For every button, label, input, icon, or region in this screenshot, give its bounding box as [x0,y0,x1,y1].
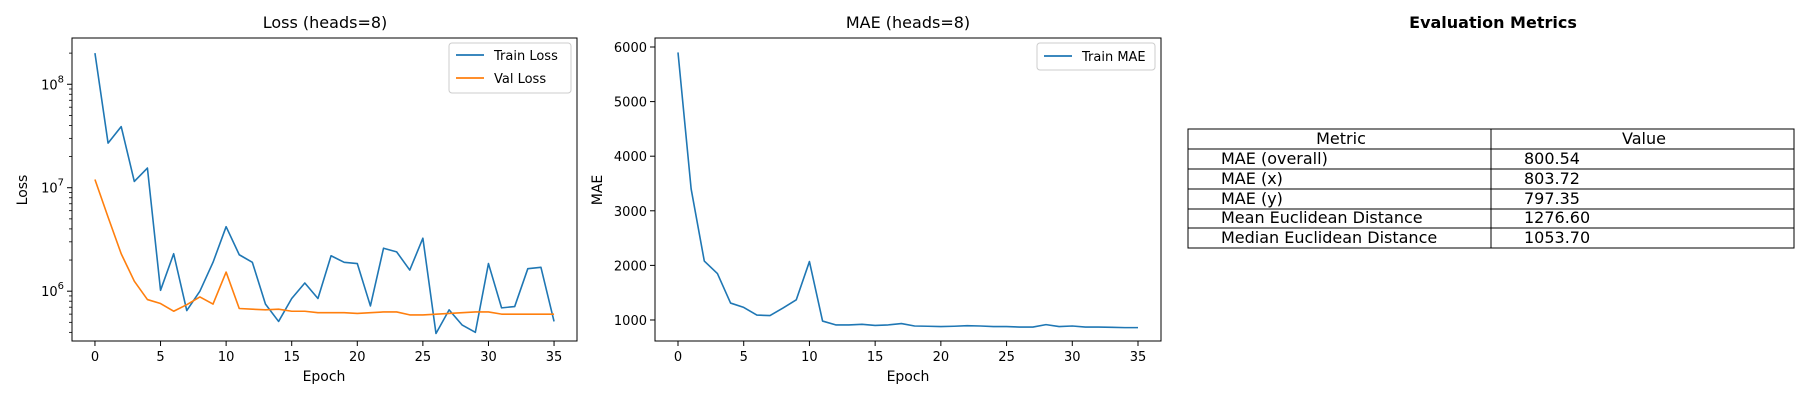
loss-y-tick-label: 107 [41,178,64,197]
metric-value-cell: 797.35 [1524,189,1580,208]
loss-y-tick-label: 106 [41,281,64,300]
table-row: MAE (overall) 800.54 [1221,149,1580,168]
mae-axes-frame [654,37,1162,342]
mae-legend-train-label: Train MAE [1081,50,1146,65]
loss-legend-val-label: Val Loss [494,72,546,87]
loss-x-tick-label: 30 [480,350,497,365]
loss-plot-area [94,53,555,335]
mae-y-tick-label: 3000 [614,205,647,220]
mae-chart: MAE (heads=8) 0 5 10 15 20 25 30 35 1000 2000 300… [590,13,1162,385]
loss-x-tick-label: 5 [156,350,164,365]
mae-chart-title: MAE (heads=8) [846,13,970,32]
loss-x-ticks: 0 5 10 15 20 25 30 35 [91,341,563,365]
metric-value-cell: 803.72 [1524,169,1580,188]
loss-axes-frame [71,37,578,342]
loss-y-ticks: 106 107 108 [41,52,72,333]
metric-name-cell: Median Euclidean Distance [1221,228,1437,247]
mae-x-tick-label: 30 [1064,350,1081,365]
mae-series-train-mae-line [677,52,1138,329]
loss-y-axis-label: Loss [15,175,31,206]
mae-y-tick-label: 4000 [614,150,647,165]
loss-series-val-loss-line [94,179,555,316]
metrics-table: Evaluation Metrics Metric Value MAE (ove… [1187,13,1795,249]
loss-x-axis-label: Epoch [303,369,346,385]
metrics-header-value: Value [1622,129,1666,148]
mae-legend: Train MAE [1036,42,1156,71]
metric-value-cell: 1053.70 [1524,228,1590,247]
loss-legend-train-label: Train Loss [493,49,558,64]
mae-y-axis-label: MAE [590,175,606,206]
mae-x-tick-label: 25 [998,350,1015,365]
mae-y-tick-label: 6000 [614,41,647,56]
metrics-table-grid [1187,128,1795,249]
mae-legend-box [1036,42,1156,71]
mae-x-ticks: 0 5 10 15 20 25 30 35 [674,341,1146,365]
mae-x-tick-label: 0 [674,350,682,365]
table-row: MAE (y) 797.35 [1221,189,1580,208]
loss-chart-title: Loss (heads=8) [263,13,388,32]
loss-x-tick-label: 0 [91,350,99,365]
loss-series-train-loss-line [94,53,555,335]
mae-x-tick-label: 5 [740,350,748,365]
mae-x-tick-label: 10 [801,350,818,365]
metric-name-cell: Mean Euclidean Distance [1221,208,1423,227]
metrics-table-title: Evaluation Metrics [1409,13,1577,32]
mae-y-tick-label: 5000 [614,96,647,111]
loss-x-tick-label: 25 [415,350,432,365]
mae-x-tick-label: 35 [1130,350,1147,365]
mae-plot-area [677,52,1138,329]
loss-y-tick-label: 108 [41,74,64,93]
table-row: Median Euclidean Distance 1053.70 [1221,228,1590,247]
metric-value-cell: 800.54 [1524,149,1580,168]
metric-name-cell: MAE (y) [1221,189,1283,208]
mae-x-tick-label: 15 [867,350,884,365]
loss-x-tick-label: 15 [283,350,300,365]
metric-name-cell: MAE (x) [1221,169,1283,188]
table-row: MAE (x) 803.72 [1221,169,1580,188]
metrics-header-metric: Metric [1316,129,1366,148]
loss-chart: Loss (heads=8) 0 5 10 15 20 25 30 35 106107108 … [15,13,578,385]
metric-name-cell: MAE (overall) [1221,149,1328,168]
loss-legend: Train Loss Val Loss [448,42,572,94]
loss-x-tick-label: 35 [546,350,563,365]
metric-value-cell: 1276.60 [1524,208,1590,227]
mae-y-ticks: 1000 2000 3000 4000 5000 6000 [614,41,655,329]
loss-x-tick-label: 10 [218,350,235,365]
mae-y-tick-label: 2000 [614,259,647,274]
loss-x-tick-label: 20 [349,350,366,365]
mae-x-tick-label: 20 [933,350,950,365]
mae-x-axis-label: Epoch [887,369,930,385]
mae-y-tick-label: 1000 [614,314,647,329]
table-row: Mean Euclidean Distance 1276.60 [1221,208,1590,227]
